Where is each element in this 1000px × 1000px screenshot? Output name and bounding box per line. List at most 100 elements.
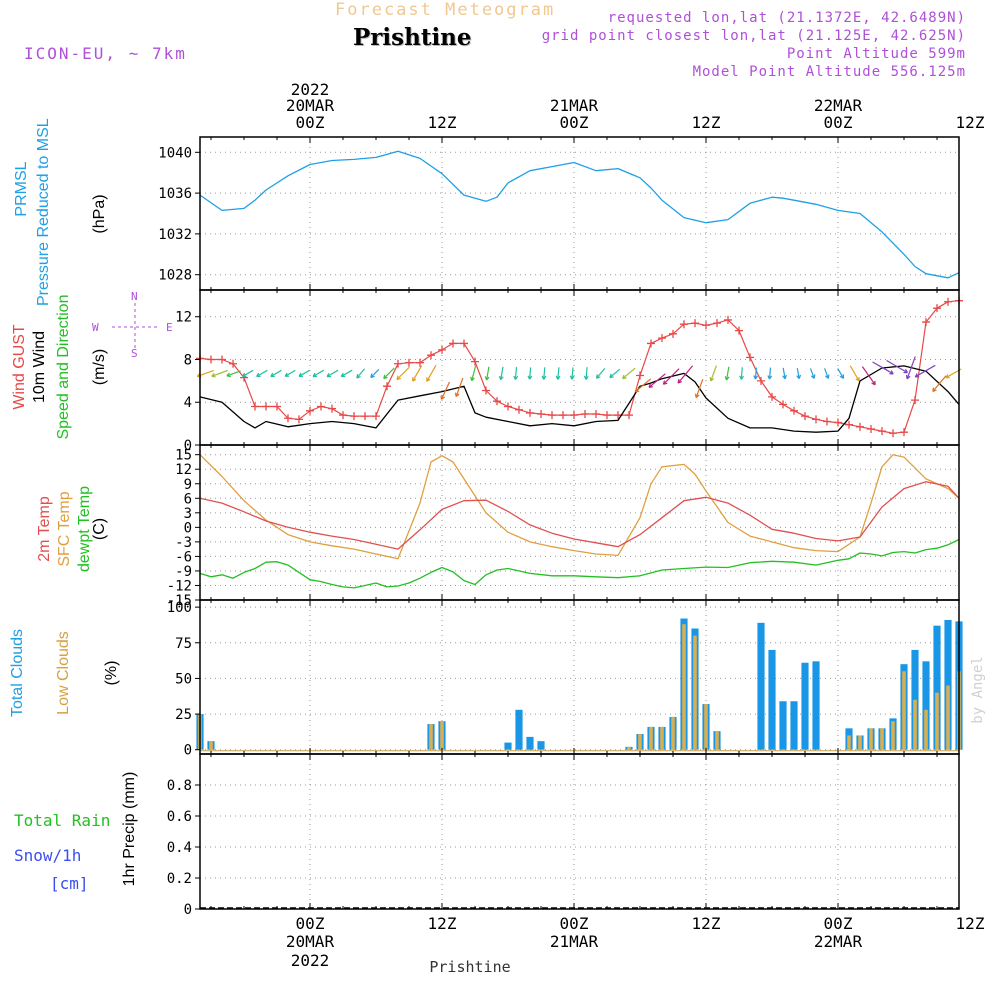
wind-direction-arrow: [662, 368, 680, 385]
wind-direction-arrow: [767, 367, 773, 380]
gust-marker: [911, 396, 919, 405]
total-cloud-bar: [944, 619, 952, 750]
total-cloud-bar: [537, 741, 545, 750]
low-cloud-bar: [715, 731, 719, 750]
gust-marker: [471, 357, 479, 366]
wind-direction-arrow: [340, 369, 353, 378]
wind-direction-arrow: [677, 365, 694, 384]
bottom-time-label: 00Z: [560, 914, 589, 933]
gust-marker: [273, 402, 281, 411]
low-cloud-bar: [649, 726, 653, 750]
gust-marker: [856, 422, 864, 431]
gust-marker: [713, 319, 721, 328]
gust-marker: [251, 402, 259, 411]
gust-line: [199, 300, 960, 434]
gust-marker: [834, 418, 842, 427]
ytick-label: 12: [175, 310, 192, 326]
wind-direction-arrow: [809, 368, 816, 379]
gust-marker: [812, 415, 820, 424]
wind-direction-arrow: [724, 366, 730, 381]
wind-direction-arrow: [284, 369, 296, 377]
wind-direction-arrow: [396, 366, 410, 381]
ytick-label: 3: [184, 506, 192, 522]
total-rain-label: Total Rain: [14, 811, 111, 830]
gust-marker: [482, 386, 490, 395]
gust-marker: [625, 411, 633, 420]
gust-marker: [570, 411, 578, 420]
gust-marker: [702, 321, 710, 330]
wind-direction-arrow: [356, 368, 366, 379]
bottom-time-label: 22MAR: [814, 932, 863, 951]
wind-direction-arrow: [905, 356, 916, 380]
wind-direction-arrow: [226, 370, 241, 378]
gust-marker: [262, 402, 270, 411]
top-time-label: 22MAR: [814, 96, 863, 115]
compass-s: S: [131, 347, 138, 360]
gust-marker: [845, 420, 853, 429]
ytick-label: 0: [184, 902, 192, 918]
gust-marker: [592, 410, 600, 418]
total-cloud-bar: [801, 662, 809, 750]
wind-direction-arrow: [709, 365, 717, 382]
gust-marker: [691, 319, 699, 328]
total-cloud-bar: [812, 661, 820, 750]
ytick-label: -6: [175, 549, 192, 565]
gust-marker: [383, 382, 391, 391]
gust-marker: [878, 427, 886, 436]
top-time-label: 20MAR: [286, 96, 335, 115]
low-cloud-bar: [924, 709, 928, 750]
wind-direction-arrow: [270, 369, 282, 378]
wind-direction-arrow: [872, 361, 894, 375]
gust-marker: [350, 412, 358, 421]
gust-marker: [372, 412, 380, 421]
wind-direction-arrow: [694, 378, 704, 399]
wind-direction-arrow: [426, 364, 437, 382]
low-cloud-bar: [429, 724, 433, 750]
top-time-label: 00Z: [296, 113, 325, 132]
wind-direction-arrow: [412, 365, 423, 382]
gust-marker: [603, 411, 611, 420]
footer-location: Prishtine: [429, 958, 510, 976]
compass-w: W: [92, 321, 99, 334]
top-time-label: 12Z: [956, 113, 985, 132]
compass-e: E: [166, 321, 173, 334]
gust-marker: [801, 412, 809, 421]
ytick-label: 15: [175, 448, 192, 464]
ytick-label: 0.2: [167, 871, 192, 887]
ytick-label: 4: [184, 395, 192, 411]
wind-direction-arrow: [555, 367, 561, 380]
bottom-time-label: 20MAR: [286, 932, 335, 951]
total-cloud-bar: [790, 701, 798, 750]
gust-marker: [647, 339, 655, 348]
ytick-label: -9: [175, 564, 192, 580]
gust-marker: [515, 405, 523, 414]
wind-direction-arrow: [849, 365, 860, 382]
gust-marker: [339, 411, 347, 420]
wind-direction-arrow: [583, 367, 589, 380]
gust-marker: [460, 339, 468, 348]
location-title: Prishtine: [353, 24, 472, 51]
ytick-label: 100: [167, 600, 192, 616]
wind-direction-arrow: [739, 367, 744, 380]
gust-marker: [416, 358, 424, 367]
gust-marker: [889, 429, 897, 438]
low-cloud-bar: [627, 746, 631, 750]
bottom-time-label: 12Z: [692, 914, 721, 933]
panel-frame: [199, 289, 960, 446]
bottom-time-label: 21MAR: [550, 932, 599, 951]
panel-frame: [199, 599, 960, 755]
wind-direction-arrow: [541, 367, 547, 380]
ytick-label: 6: [184, 491, 192, 507]
top-time-label: 12Z: [692, 113, 721, 132]
gust-marker: [779, 400, 787, 409]
ytick-label: 50: [175, 671, 192, 687]
top-time-label: 12Z: [428, 113, 457, 132]
gust-marker: [823, 417, 831, 426]
panel-frame: [199, 136, 960, 291]
credit-watermark: by Angel: [970, 656, 986, 723]
wind-direction-arrow: [569, 367, 575, 380]
gust-marker: [581, 410, 589, 418]
top-time-label: 00Z: [824, 113, 853, 132]
low-cloud-bar: [660, 726, 664, 750]
